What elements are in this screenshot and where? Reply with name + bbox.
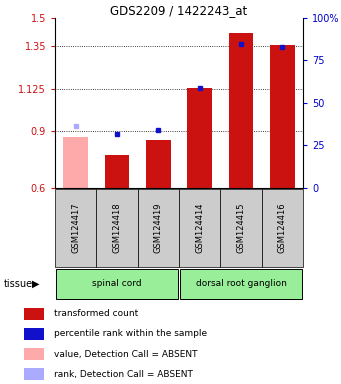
Text: GSM124419: GSM124419 [154,203,163,253]
Bar [270,45,295,188]
Bar [97,189,138,267]
Text: GSM124418: GSM124418 [113,203,121,253]
Bar [180,269,302,299]
Bar [262,189,303,267]
Bar [187,88,212,188]
Text: ▶: ▶ [32,279,40,289]
Bar [105,155,129,188]
Text: GSM124416: GSM124416 [278,203,287,253]
Bar [146,140,171,188]
Bar [24,348,44,359]
Title: GDS2209 / 1422243_at: GDS2209 / 1422243_at [110,4,248,17]
Text: tissue: tissue [3,279,32,289]
Text: transformed count: transformed count [54,310,138,318]
Text: GSM124415: GSM124415 [237,203,246,253]
Bar [228,33,253,188]
Bar [179,189,220,267]
Bar [55,189,97,267]
Text: GSM124417: GSM124417 [71,203,80,253]
Bar [63,137,88,188]
Bar [220,189,262,267]
Bar [24,308,44,319]
Bar [56,269,178,299]
Text: spinal cord: spinal cord [92,280,142,288]
Bar [138,189,179,267]
Text: value, Detection Call = ABSENT: value, Detection Call = ABSENT [54,349,197,359]
Text: dorsal root ganglion: dorsal root ganglion [195,280,286,288]
Text: GSM124414: GSM124414 [195,203,204,253]
Bar [24,328,44,339]
Text: percentile rank within the sample: percentile rank within the sample [54,329,207,339]
Bar [24,368,44,380]
Text: rank, Detection Call = ABSENT: rank, Detection Call = ABSENT [54,369,193,379]
